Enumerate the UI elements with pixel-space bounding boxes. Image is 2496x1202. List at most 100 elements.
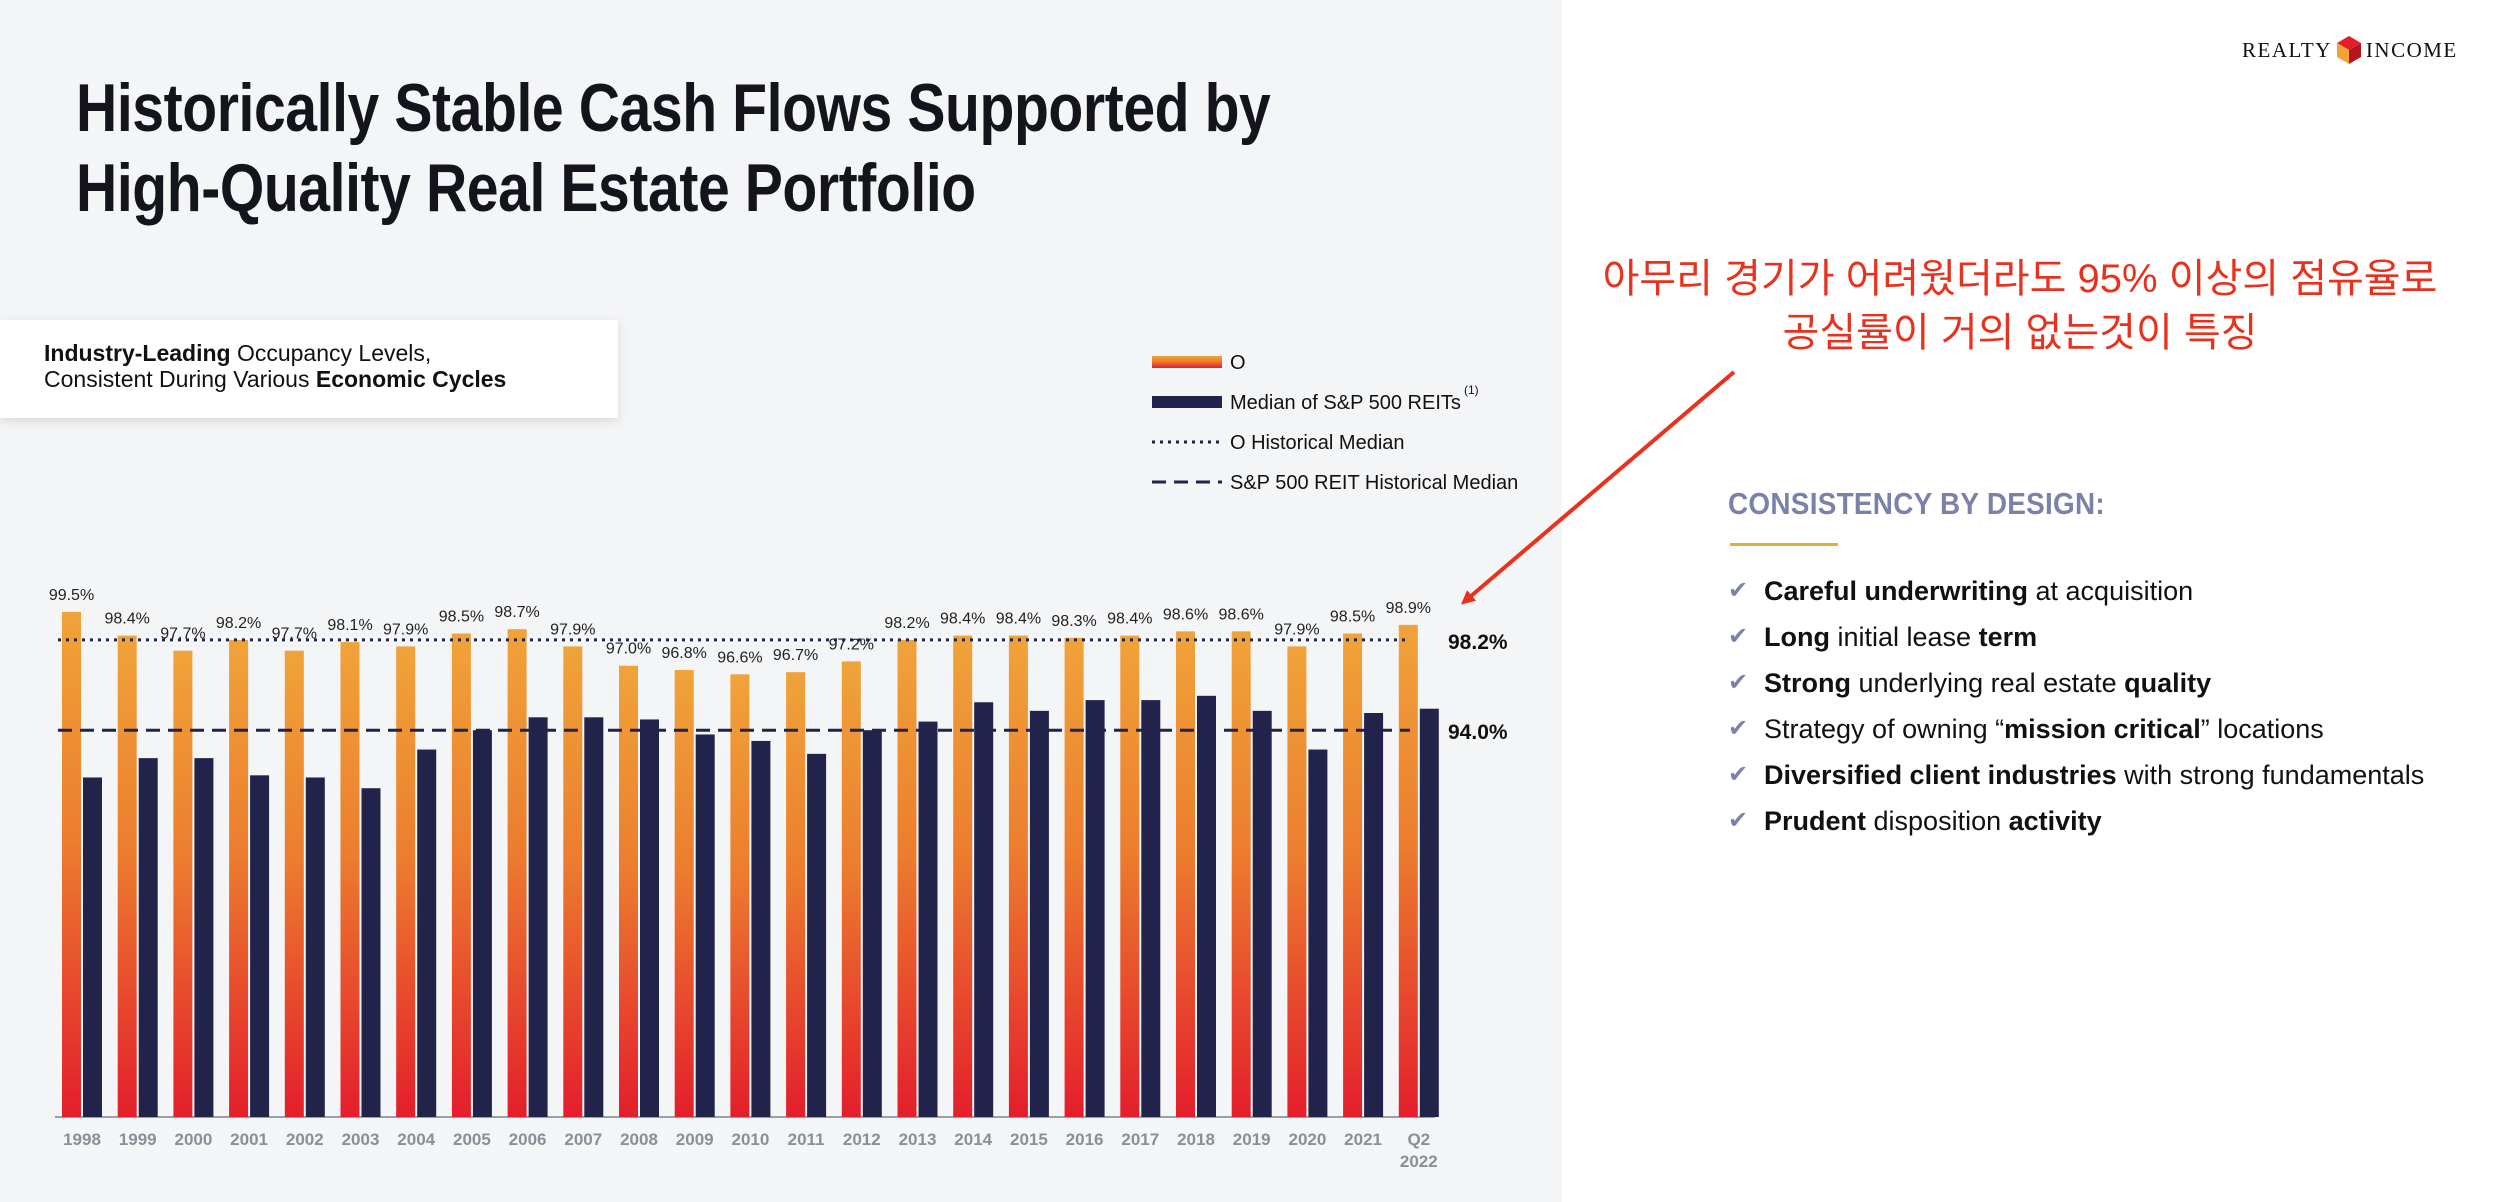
item-bold-text: quality bbox=[2124, 668, 2212, 698]
o-bar bbox=[1008, 635, 1028, 1117]
o-bar bbox=[730, 674, 750, 1117]
reference-line-label: 98.2% bbox=[1448, 631, 1508, 654]
x-tick-label: 2009 bbox=[676, 1130, 714, 1149]
sp500-bar bbox=[1308, 749, 1328, 1117]
o-bar-value-label: 97.7% bbox=[160, 626, 205, 643]
check-icon: ✔ bbox=[1728, 715, 1749, 742]
o-bar bbox=[1398, 624, 1418, 1117]
item-bold-text: Strong bbox=[1764, 668, 1851, 698]
consistency-item: ✔ Long initial lease term bbox=[1728, 614, 2424, 660]
callout-line-1: Industry-Leading Occupancy Levels, bbox=[44, 340, 431, 367]
check-icon: ✔ bbox=[1728, 669, 1749, 696]
item-bold-text: Diversified client industries bbox=[1764, 760, 2117, 790]
sp500-bar bbox=[695, 734, 715, 1117]
x-tick-label: 2001 bbox=[230, 1130, 268, 1149]
o-bar bbox=[396, 646, 416, 1117]
o-bar-value-label: 97.9% bbox=[383, 621, 428, 638]
item-text: disposition bbox=[1866, 806, 2009, 836]
sp500-bar bbox=[305, 777, 325, 1117]
reference-line-label: 94.0% bbox=[1448, 721, 1508, 744]
o-bar-value-label: 96.6% bbox=[717, 649, 762, 666]
annotation-line-1: 아무리 경기가 어려웠더라도 95% 이상의 점유율로 bbox=[1602, 257, 2438, 301]
x-tick-label: 2012 bbox=[843, 1130, 881, 1149]
o-bar-value-label: 98.2% bbox=[216, 615, 261, 632]
sp500-bar bbox=[862, 730, 882, 1117]
o-bar-value-label: 97.7% bbox=[272, 626, 317, 643]
o-bar bbox=[674, 670, 694, 1117]
o-bar bbox=[786, 672, 806, 1117]
x-tick-label: 2002 bbox=[286, 1130, 324, 1149]
logo-text-left: REALTY bbox=[2242, 37, 2332, 62]
sp500-bar bbox=[1252, 710, 1272, 1117]
x-tick-label: 2006 bbox=[509, 1130, 547, 1149]
x-tick-label: 2003 bbox=[342, 1130, 380, 1149]
o-bar bbox=[897, 639, 917, 1117]
o-bar bbox=[451, 633, 471, 1117]
o-bar-value-label: 97.2% bbox=[829, 636, 874, 653]
item-text: ” locations bbox=[2200, 714, 2324, 744]
o-bar bbox=[62, 612, 81, 1117]
legend-footnote: (1) bbox=[1464, 383, 1479, 397]
item-bold-text: Prudent bbox=[1764, 806, 1867, 836]
sp500-bar bbox=[807, 753, 827, 1117]
callout-line-2: Consistent During Various Economic Cycle… bbox=[44, 366, 506, 393]
o-bar bbox=[1176, 631, 1195, 1117]
o-bar-value-label: 96.8% bbox=[662, 645, 707, 662]
consistency-list: ✔ Careful underwriting at acquisition ✔ Lon… bbox=[1728, 568, 2424, 844]
logo-text-right: INCOME bbox=[2365, 37, 2458, 62]
o-bar-value-label: 98.3% bbox=[1051, 613, 1096, 630]
item-text: Strategy of owning “ bbox=[1764, 714, 2005, 744]
sp500-bar bbox=[194, 758, 214, 1117]
o-bar-value-label: 98.1% bbox=[327, 617, 372, 634]
x-tick-label: 2010 bbox=[731, 1130, 769, 1149]
o-bar-value-label: 97.0% bbox=[606, 641, 651, 658]
x-tick-label: 2013 bbox=[899, 1130, 937, 1149]
x-tick-label: 2008 bbox=[620, 1130, 658, 1149]
sp500-bar bbox=[584, 717, 604, 1117]
x-tick-label: 2018 bbox=[1177, 1130, 1215, 1149]
x-tick-label: 1998 bbox=[63, 1130, 101, 1149]
o-bar-value-label: 98.4% bbox=[1107, 611, 1152, 628]
consistency-heading: CONSISTENCY BY DESIGN: bbox=[1728, 486, 2105, 521]
o-bar bbox=[507, 629, 527, 1117]
o-bar bbox=[1287, 646, 1307, 1117]
x-tick-label: 1999 bbox=[119, 1130, 157, 1149]
o-bar bbox=[1120, 635, 1140, 1117]
o-bar bbox=[841, 661, 861, 1117]
o-bar-value-label: 98.4% bbox=[940, 611, 985, 628]
o-bar-value-label: 97.9% bbox=[1274, 621, 1319, 638]
x-tick-label: 2007 bbox=[564, 1130, 602, 1149]
sp500-bar bbox=[138, 758, 158, 1117]
legend-sp500-label: Median of S&P 500 REITs bbox=[1230, 392, 1461, 414]
x-tick-label: 2016 bbox=[1066, 1130, 1104, 1149]
consistency-item-text: Strong underlying real estate quality bbox=[1764, 660, 2211, 706]
legend-o-median-label: O Historical Median bbox=[1230, 432, 1405, 454]
o-bar bbox=[340, 642, 360, 1117]
x-tick-label: 2017 bbox=[1121, 1130, 1159, 1149]
x-tick-label: 2015 bbox=[1010, 1130, 1048, 1149]
o-bar-value-label: 96.7% bbox=[773, 647, 818, 664]
legend-swatch-o bbox=[1152, 356, 1222, 368]
consistency-item: ✔ Prudent disposition activity bbox=[1728, 798, 2424, 844]
o-bar-value-label: 98.2% bbox=[884, 615, 929, 632]
consistency-item: ✔ Diversified client industries with stro… bbox=[1728, 752, 2424, 798]
item-text: underlying real estate bbox=[1851, 668, 2125, 698]
consistency-item: ✔ Careful underwriting at acquisition bbox=[1728, 568, 2424, 614]
x-tick-label: Q2 bbox=[1407, 1130, 1430, 1149]
x-tick-label: 2005 bbox=[453, 1130, 491, 1149]
check-icon: ✔ bbox=[1728, 761, 1749, 788]
o-bar bbox=[284, 650, 304, 1117]
o-bar bbox=[1064, 637, 1084, 1117]
o-bar-value-label: 98.7% bbox=[494, 604, 539, 621]
consistency-item-text: Careful underwriting at acquisition bbox=[1764, 568, 2193, 614]
x-tick-label: 2020 bbox=[1288, 1130, 1326, 1149]
o-bar-value-label: 98.4% bbox=[105, 611, 150, 628]
o-bar-value-label: 98.5% bbox=[439, 608, 484, 625]
sp500-bar bbox=[640, 719, 659, 1117]
x-tick-label: 2021 bbox=[1344, 1130, 1382, 1149]
o-bar bbox=[1231, 631, 1251, 1117]
x-tick-label: 2004 bbox=[397, 1130, 435, 1149]
o-bar-value-label: 98.9% bbox=[1386, 600, 1431, 617]
sp500-bar bbox=[417, 749, 437, 1117]
callout-line-1-bold: Industry-Leading bbox=[44, 340, 231, 366]
